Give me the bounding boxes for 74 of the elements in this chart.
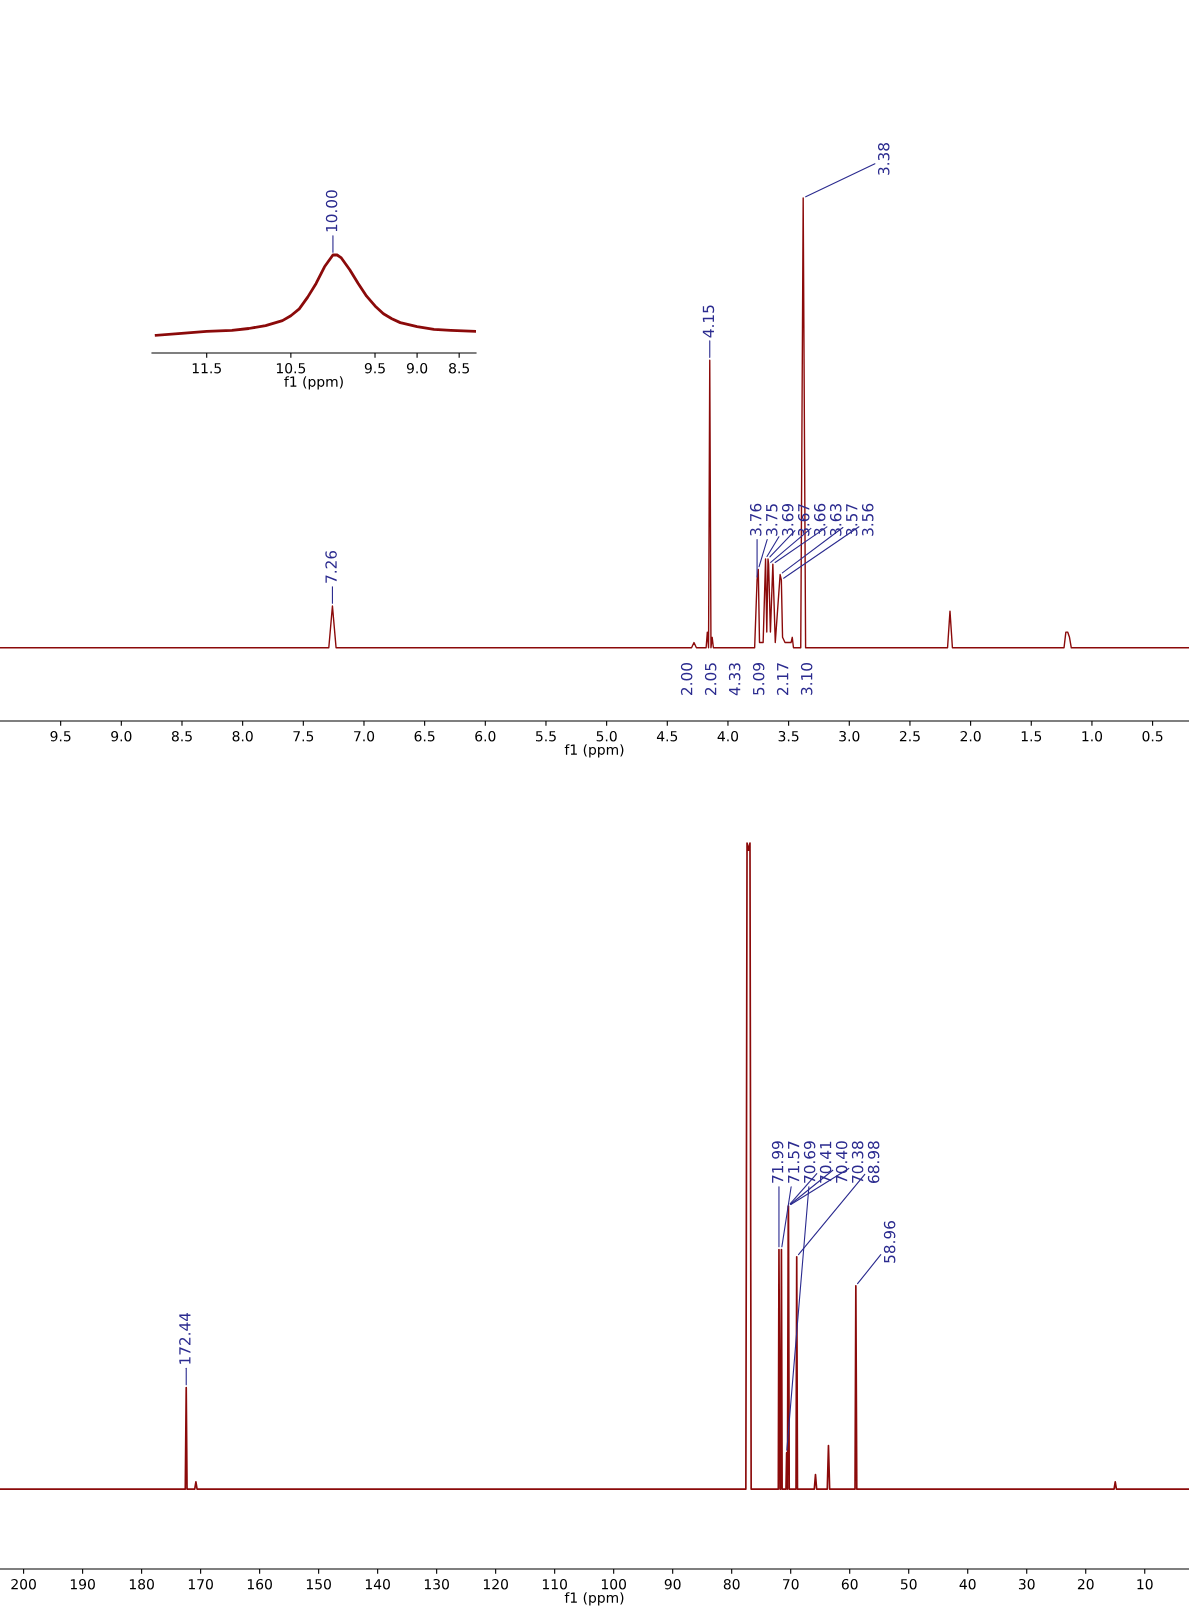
x-tick-label: 120 — [483, 1578, 508, 1590]
x-tick-label: 30 — [1018, 1578, 1035, 1590]
x-tick-label: 3.0 — [839, 730, 860, 742]
annotation: 71.57 — [788, 1141, 800, 1183]
annotation: 7.26 — [325, 550, 337, 583]
annotation: 3.57 — [845, 504, 858, 536]
x-tick-label: 5.0 — [596, 730, 617, 742]
annotation: 3.66 — [813, 503, 826, 536]
x-tick-label: 6.5 — [414, 730, 435, 742]
x-tick-label: 10 — [1137, 1578, 1153, 1590]
x-tick-label: 5.5 — [536, 731, 556, 742]
x-tick-label: 190 — [70, 1578, 95, 1590]
x-tick-label: 7.0 — [354, 730, 375, 742]
x-tick-label: 1.5 — [1021, 731, 1042, 742]
x-tick-label: 9.0 — [406, 362, 428, 374]
x-tick-label: 70 — [783, 1578, 799, 1590]
x-tick-label: 170 — [188, 1578, 213, 1590]
x-tick-label: 4.5 — [656, 731, 678, 742]
x-tick-label: 80 — [723, 1578, 740, 1590]
x-tick-label: 9.5 — [50, 730, 71, 742]
x-tick-label: 0.5 — [1142, 730, 1163, 742]
x-tick-label: 1.0 — [1082, 730, 1103, 742]
x-tick-label: 11.5 — [192, 363, 221, 374]
annotation: 70.40 — [835, 1141, 848, 1183]
x-tick-label: 10.5 — [276, 362, 306, 374]
x-tick-label: 8.0 — [232, 730, 253, 742]
x-tick-label: 8.5 — [171, 730, 192, 742]
annotation: 4.33 — [728, 663, 741, 696]
x-axis-title: f1 (ppm) — [564, 1592, 624, 1606]
annotation: 3.56 — [861, 503, 874, 536]
annotation: 4.15 — [702, 305, 715, 338]
annotation: 70.41 — [819, 1141, 832, 1183]
annotation: 3.67 — [797, 504, 810, 536]
annotation: 3.38 — [877, 143, 890, 175]
annotation: 2.00 — [680, 663, 693, 695]
annotation: 172.44 — [179, 1312, 191, 1364]
annotation: 3.69 — [781, 503, 794, 536]
annotation: 5.09 — [752, 663, 765, 695]
annotation: 68.98 — [867, 1141, 880, 1183]
x-tick-label: 7.5 — [293, 731, 314, 742]
x-tick-label: 50 — [900, 1578, 917, 1590]
annotation: 3.75 — [765, 504, 778, 536]
annotation: 70.69 — [803, 1141, 816, 1183]
x-tick-label: 2.0 — [960, 730, 981, 742]
x-tick-label: 180 — [129, 1578, 154, 1590]
x-tick-label: 2.5 — [899, 730, 920, 742]
x-tick-label: 110 — [542, 1578, 567, 1590]
x-tick-label: 6.0 — [475, 730, 496, 742]
x-tick-label: 100 — [601, 1578, 627, 1590]
annotation: 58.96 — [883, 1221, 896, 1263]
annotation: 71.99 — [771, 1141, 784, 1183]
x-tick-label: 60 — [841, 1578, 858, 1590]
x-tick-label: 3.5 — [778, 730, 799, 742]
annotation: 3.76 — [749, 503, 762, 536]
annotation: 3.63 — [829, 504, 842, 536]
annotation: 70.38 — [851, 1141, 864, 1183]
x-tick-label: 130 — [424, 1578, 449, 1590]
x-axis-title: f1 (ppm) — [284, 376, 343, 390]
x-tick-label: 9.5 — [364, 362, 385, 374]
annotation: 10.00 — [325, 190, 338, 232]
annotation: 2.05 — [704, 663, 717, 695]
x-tick-label: 4.0 — [717, 730, 739, 742]
x-tick-label: 90 — [664, 1578, 681, 1590]
x-tick-label: 160 — [247, 1578, 272, 1590]
x-tick-label: 40 — [959, 1578, 976, 1590]
x-axis-title: f1 (ppm) — [564, 744, 624, 758]
x-tick-label: 9.0 — [111, 730, 132, 742]
x-tick-label: 150 — [306, 1578, 331, 1590]
x-tick-label: 20 — [1077, 1578, 1094, 1590]
x-tick-label: 140 — [365, 1578, 390, 1590]
annotation: 2.17 — [776, 663, 789, 695]
x-tick-label: 8.5 — [449, 362, 469, 374]
annotation: 3.10 — [800, 663, 813, 695]
x-tick-label: 200 — [11, 1578, 36, 1590]
